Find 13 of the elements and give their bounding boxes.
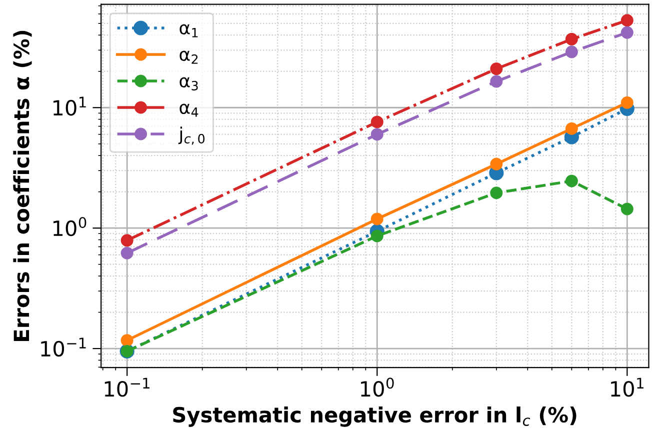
x-axis-title: Systematic negative error in l$_{c}$ (%) xyxy=(173,406,576,427)
legend-label: α$_{3}$ xyxy=(180,77,198,90)
y-axis-title: Errors in coefficients α (%) xyxy=(13,30,32,341)
y-tick-label: 10$^{−1}$ xyxy=(41,338,86,357)
legend-label: j$_{c,0}$ xyxy=(178,126,205,145)
x-tick-label: 10$^{1}$ xyxy=(611,378,644,397)
y-tick-label: 10$^{1}$ xyxy=(53,96,86,116)
x-tick-label: 10$^{0}$ xyxy=(361,378,394,397)
legend-label: α$_{4}$ xyxy=(180,104,198,117)
x-tick-label: 10$^{−1}$ xyxy=(104,378,150,397)
legend-label: α$_{2}$ xyxy=(180,50,198,64)
legend-label: α$_{1}$ xyxy=(180,24,198,38)
y-tick-label: 10$^{0}$ xyxy=(53,217,86,236)
